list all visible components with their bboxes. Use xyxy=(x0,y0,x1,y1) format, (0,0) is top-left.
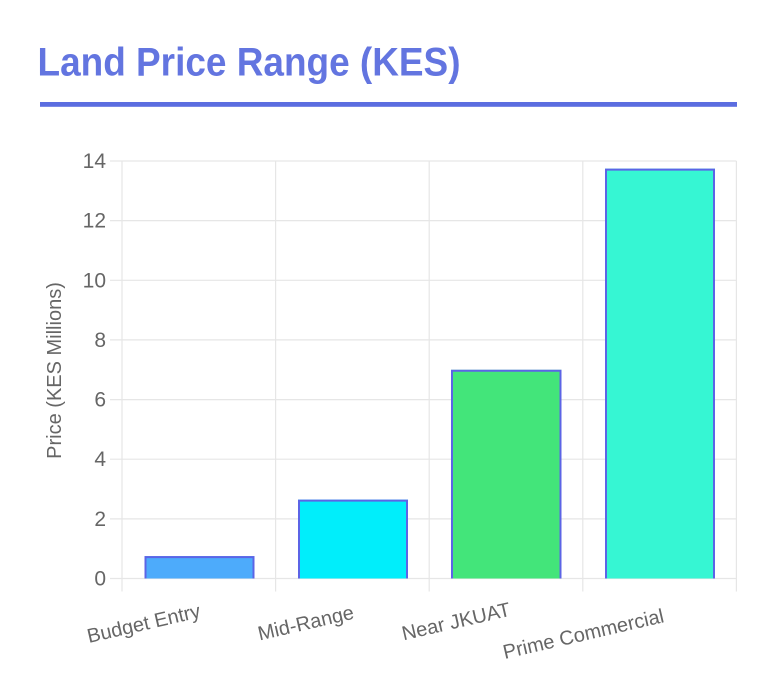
svg-text:12: 12 xyxy=(83,210,106,233)
svg-text:8: 8 xyxy=(94,329,106,352)
svg-text:14: 14 xyxy=(83,150,107,173)
svg-text:6: 6 xyxy=(94,389,106,412)
svg-text:0: 0 xyxy=(94,568,106,591)
svg-text:Price (KES Millions): Price (KES Millions) xyxy=(44,282,66,459)
svg-text:10: 10 xyxy=(83,269,106,292)
svg-text:2: 2 xyxy=(94,508,106,531)
svg-text:4: 4 xyxy=(94,448,106,471)
svg-text:Land Price Range (KES): Land Price Range (KES) xyxy=(38,41,461,85)
